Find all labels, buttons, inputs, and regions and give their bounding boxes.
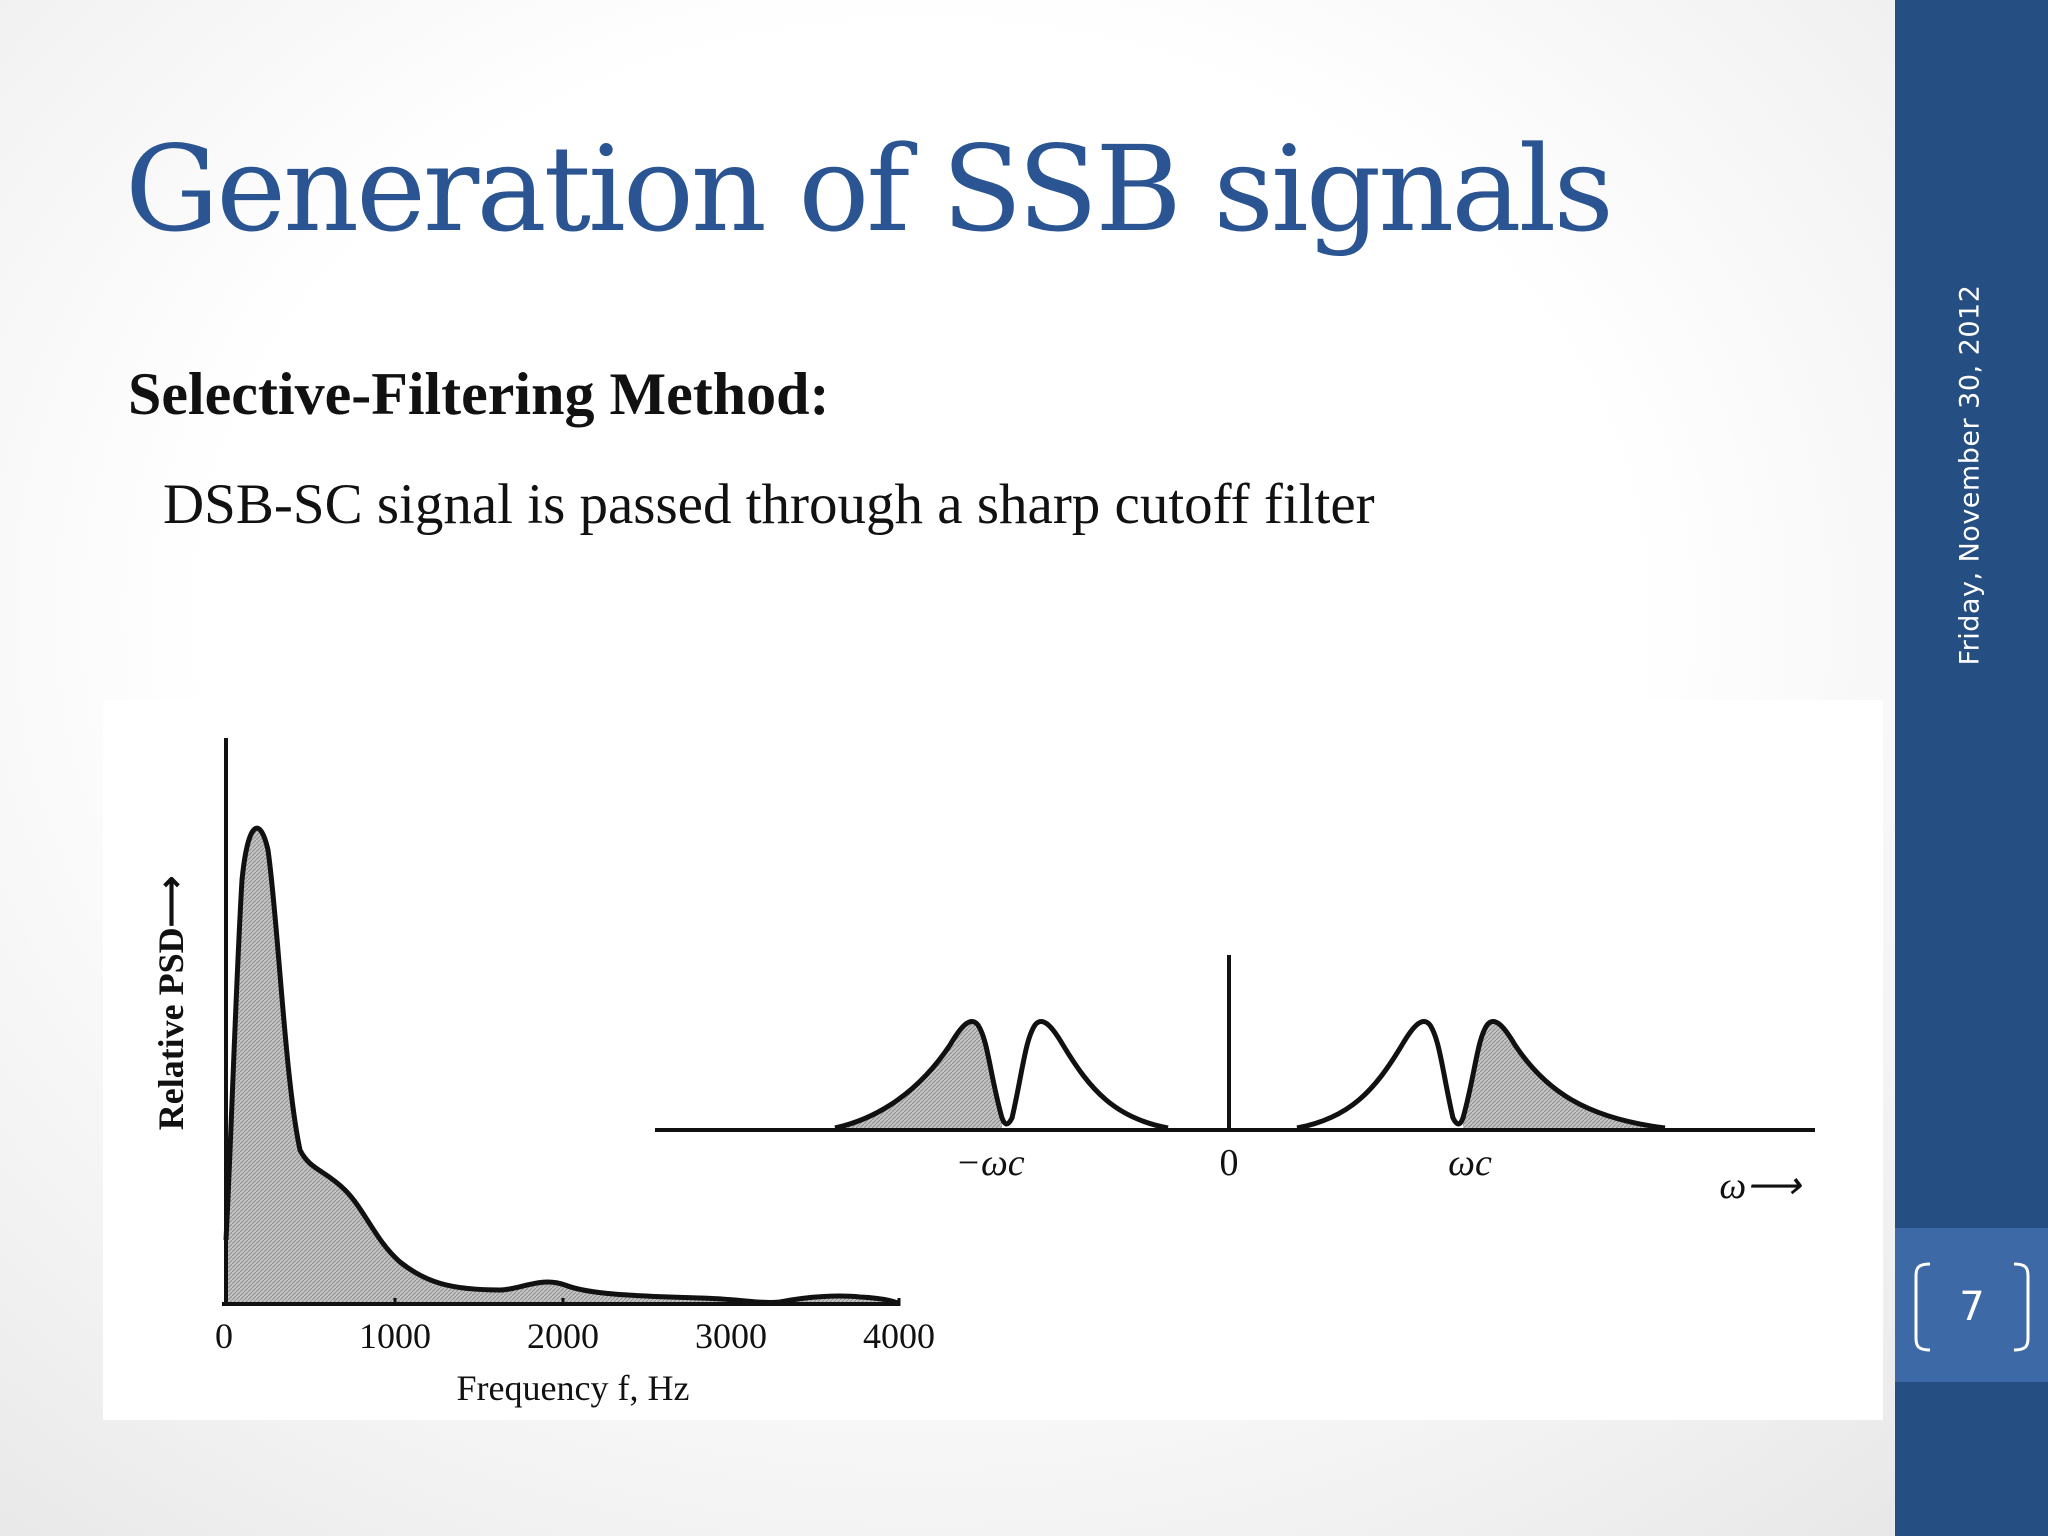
- neg-carrier-label: −ωc: [955, 1142, 1024, 1184]
- psd-tick-label: 2000: [527, 1316, 599, 1356]
- ssb-shaded-lobe-left: [835, 1021, 1002, 1128]
- slide-date: Friday, November 30, 2012: [1954, 284, 1986, 666]
- method-heading: Selective-Filtering Method:: [128, 361, 830, 427]
- page-number: 7: [1959, 1284, 1985, 1330]
- ssb-curve-positive: [1296, 1019, 1666, 1131]
- pos-carrier-label: ωc: [1448, 1142, 1492, 1184]
- psd-curve-fill: [226, 828, 898, 1303]
- ssb-curve-negative: [834, 1019, 1169, 1131]
- page-number-bracket: [1914, 1262, 2030, 1352]
- slide-title: Generation of SSB signals: [125, 120, 1614, 258]
- omega-axis-label: ω⟶: [1719, 1165, 1802, 1207]
- psd-x-ticks: [393, 1298, 901, 1306]
- psd-tick-label: 1000: [359, 1316, 431, 1356]
- zero-label: 0: [1220, 1142, 1239, 1184]
- psd-tick-label: 3000: [695, 1316, 767, 1356]
- page-number-box: [1895, 1228, 2048, 1382]
- ssb-shaded-lobe-right: [1463, 1021, 1665, 1128]
- psd-tick-label: 4000: [863, 1316, 935, 1356]
- psd-y-label: Relative PSD⟶: [151, 876, 191, 1131]
- method-description: DSB-SC signal is passed through a sharp …: [163, 473, 1375, 536]
- psd-x-label: Frequency f, Hz: [457, 1368, 690, 1408]
- psd-tick-label: 0: [215, 1316, 233, 1356]
